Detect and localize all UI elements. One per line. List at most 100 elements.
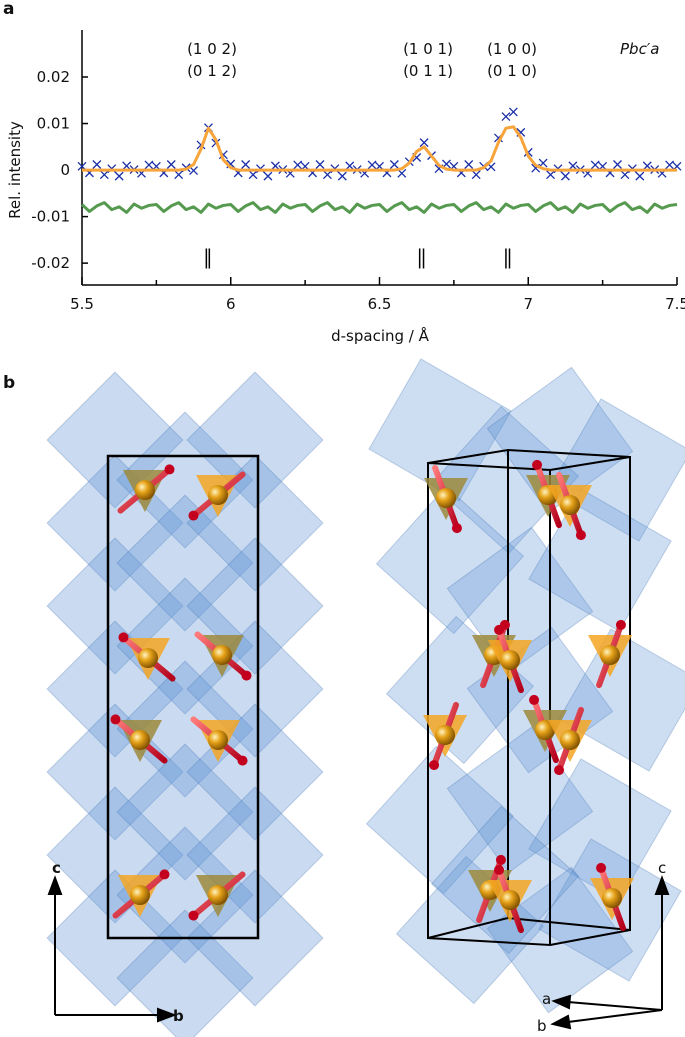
axis-letter: c (658, 859, 666, 877)
atom (130, 730, 150, 750)
spin-head (615, 619, 626, 630)
data-point (248, 170, 258, 180)
annotation: (0 1 0) (487, 62, 537, 80)
data-point (174, 170, 184, 180)
data-point (293, 160, 303, 170)
data-point (590, 160, 600, 170)
spin-head (241, 670, 252, 681)
annotation: (0 1 1) (403, 62, 453, 80)
octahedron (365, 745, 515, 895)
x-tick-label: 7 (523, 295, 533, 313)
atom (212, 645, 232, 665)
spin-head (118, 632, 129, 643)
spin-head (110, 714, 121, 725)
data-point (620, 170, 630, 180)
axis-letter: c (52, 859, 61, 877)
panel-label: a (3, 0, 14, 19)
atom (130, 885, 150, 905)
octahedron (548, 398, 685, 542)
data-point (546, 170, 556, 180)
spin-head (494, 624, 505, 635)
y-axis-label: Rel. intensity (6, 121, 24, 219)
spin-head (188, 510, 199, 521)
octahedron (116, 909, 254, 1037)
atom (208, 885, 228, 905)
y-tick-label: -0.02 (31, 254, 70, 272)
annotation: (1 0 2) (187, 40, 237, 58)
space-group: Pbc′a (620, 40, 659, 58)
y-tick-label: 0.01 (37, 115, 70, 133)
spin-head (494, 864, 505, 875)
chart: 0.02 0.01 0 -0.01 -0.02 5.5 6 6.5 7 7.5 (31, 30, 685, 313)
x-tick-label: 5.5 (70, 295, 94, 313)
octahedron (116, 826, 254, 964)
data-point (635, 171, 645, 181)
spin-head (532, 459, 543, 470)
spin-head (451, 523, 462, 534)
data-point (538, 158, 548, 168)
unit-cell (106, 454, 260, 940)
annotation: (0 1 2) (187, 62, 237, 80)
x-tick-label: 6 (226, 295, 236, 313)
octahedron (528, 488, 672, 632)
octahedron (486, 866, 634, 1014)
x-tick-label: 7.5 (665, 295, 685, 313)
octahedron (186, 371, 324, 509)
spin-head (529, 694, 540, 705)
atom (602, 888, 622, 908)
x-tick-label: 6.5 (368, 295, 392, 313)
data-point (270, 161, 280, 171)
panel-label: b (3, 373, 15, 393)
y-tick-label: -0.01 (31, 208, 70, 226)
data-point (642, 161, 652, 171)
structure-drawing (46, 358, 685, 1037)
data-point (99, 170, 109, 180)
axis-letter: a (542, 990, 551, 1008)
octahedron (528, 758, 672, 902)
data-point (122, 161, 132, 171)
data-point (322, 170, 332, 180)
data-point (337, 171, 347, 181)
octahedron (116, 660, 254, 798)
data-point (560, 171, 570, 181)
atom (560, 495, 580, 515)
atom (208, 730, 228, 750)
data-point (568, 161, 578, 171)
data-point (241, 160, 251, 169)
annotation: (1 0 1) (403, 40, 453, 58)
spin-head (495, 854, 506, 865)
octahedron (430, 405, 580, 555)
data-point (471, 170, 481, 180)
data-point (114, 171, 124, 181)
atom (208, 485, 228, 505)
data-point (166, 160, 176, 169)
octahedron (486, 366, 634, 514)
axis-indicator (47, 875, 670, 1030)
data-line (80, 201, 678, 214)
atom (500, 650, 520, 670)
data-point (613, 160, 622, 169)
axis-letter: b (537, 1017, 547, 1035)
atom (560, 730, 580, 750)
atom (436, 488, 456, 508)
atom (600, 645, 620, 665)
data-point (464, 160, 474, 169)
data-point (419, 138, 429, 148)
atom (135, 480, 155, 500)
y-tick-label: 0.02 (37, 68, 70, 86)
spin-head (554, 765, 565, 776)
atom (500, 890, 520, 910)
data-point (92, 160, 102, 169)
y-tick-label: 0 (60, 161, 70, 179)
octahedron (116, 743, 254, 881)
data-line (82, 125, 677, 172)
spin-head (429, 760, 440, 771)
atom (535, 720, 555, 740)
data-point (367, 160, 377, 170)
data-point (315, 160, 325, 169)
x-axis-label: d-spacing / Å (331, 326, 429, 345)
data-point (508, 107, 518, 117)
axis-letter: b (173, 1007, 184, 1025)
spin-head (159, 869, 170, 880)
